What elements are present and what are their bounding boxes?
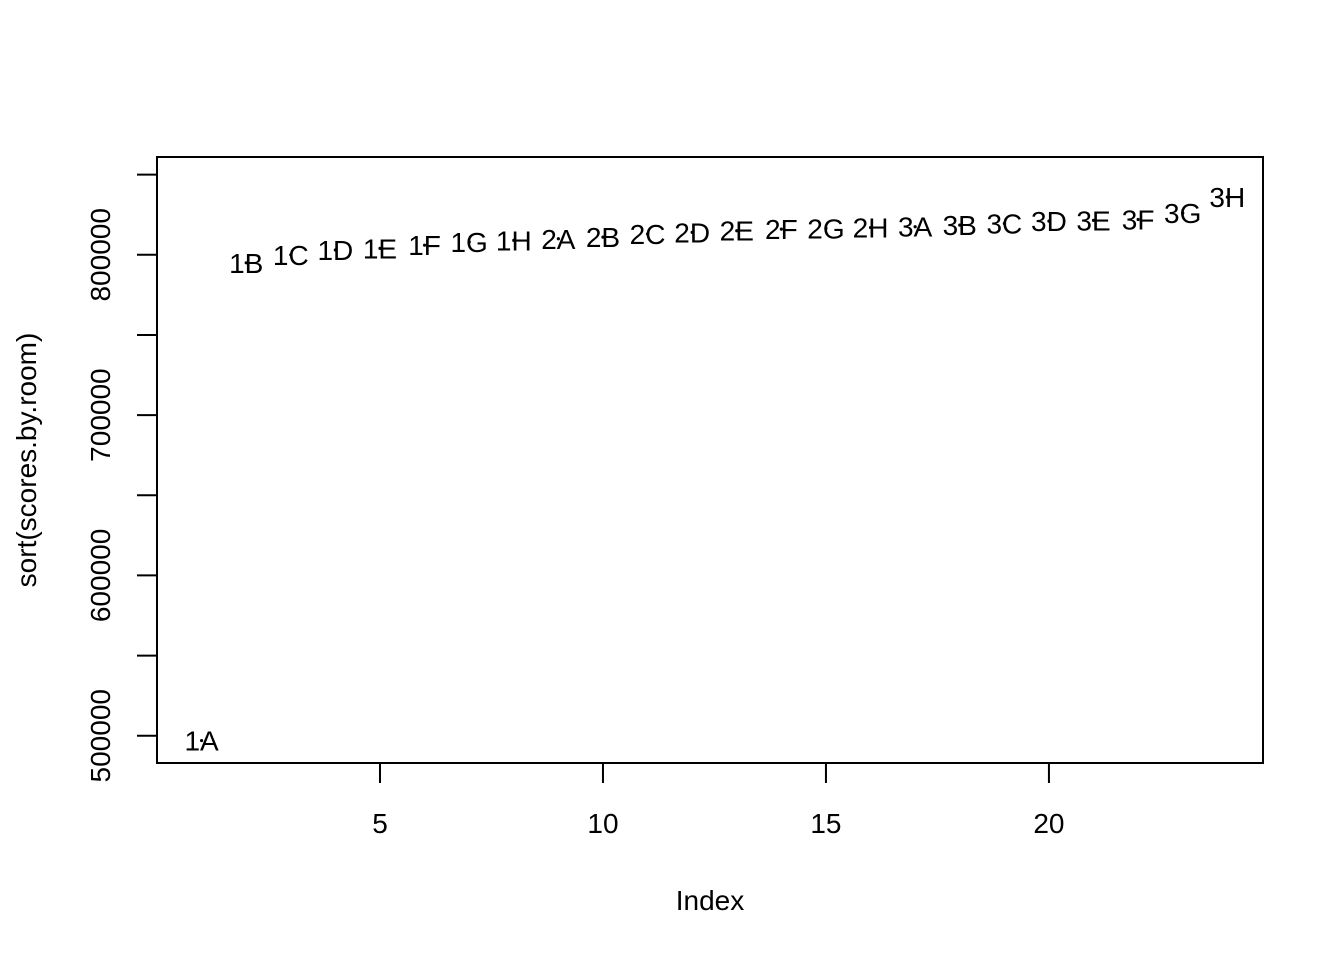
point-label: 1F: [408, 230, 441, 261]
point-label: 2G: [807, 213, 844, 244]
data-point: [958, 223, 962, 227]
point-label: 1H: [496, 225, 532, 256]
point-label: 2C: [630, 219, 666, 250]
data-point: [1136, 217, 1140, 222]
point-label: 3G: [1164, 198, 1201, 229]
point-label: 3D: [1031, 206, 1067, 237]
data-point: [333, 248, 337, 252]
data-point: [556, 237, 560, 241]
data-point: [645, 232, 650, 236]
x-axis: 5 10 15 20: [372, 762, 1065, 839]
data-point: [512, 238, 516, 242]
data-point: [467, 240, 471, 244]
x-tick-label: 10: [587, 808, 618, 839]
point-label: 2B: [586, 222, 620, 253]
data-point: [289, 253, 293, 257]
data-point: [1047, 219, 1051, 223]
point-label: 3C: [986, 209, 1022, 240]
point-label: 2H: [853, 213, 889, 244]
point-label: 1C: [273, 240, 309, 271]
data-point: [1181, 211, 1185, 215]
point-label: 3E: [1076, 205, 1110, 236]
data-point: [913, 225, 917, 229]
x-tick-label: 15: [810, 808, 841, 839]
data-point: [735, 229, 739, 233]
y-tick-label: 500000: [85, 689, 116, 782]
data-point: [378, 246, 382, 250]
point-label: 3F: [1122, 205, 1155, 236]
data-point: [868, 225, 873, 230]
data-point: [824, 226, 828, 230]
y-axis: 500000 600000 700000 800000: [85, 173, 158, 782]
y-axis-title: sort(scores.by.room): [11, 333, 42, 588]
point-label: 3H: [1209, 182, 1245, 213]
point-label: 2F: [765, 214, 798, 245]
point-label: 2D: [674, 217, 710, 248]
data-point: [1225, 195, 1229, 199]
data-point: [601, 235, 605, 239]
point-label: 2E: [720, 216, 754, 247]
y-tick-label: 800000: [85, 208, 116, 301]
y-tick-label: 600000: [85, 529, 116, 622]
point-label: 1D: [317, 235, 353, 266]
data-point: [779, 227, 783, 231]
x-tick-label: 5: [372, 808, 388, 839]
y-tick-label: 700000: [85, 368, 116, 461]
point-label: 1G: [450, 227, 487, 258]
data-points: 1A 1B 1C 1D 1E 1F 1G 1H 2A 2B 2C 2D 2E 2F 2G 2H 3A 3B 3C 3D…: [184, 182, 1245, 756]
data-point: [422, 243, 427, 247]
data-point: [199, 738, 204, 743]
point-label: 1E: [363, 233, 397, 264]
point-label: 1B: [229, 248, 263, 279]
point-label: 1A: [184, 726, 219, 757]
data-point: [1002, 221, 1006, 226]
x-axis-title: Index: [676, 885, 745, 916]
point-label: 3B: [943, 210, 977, 241]
data-point: [1091, 218, 1096, 222]
x-tick-label: 20: [1033, 808, 1064, 839]
point-label: 2A: [541, 224, 576, 255]
data-point: [690, 230, 694, 234]
data-point: [244, 261, 248, 265]
point-label: 3A: [898, 212, 933, 243]
